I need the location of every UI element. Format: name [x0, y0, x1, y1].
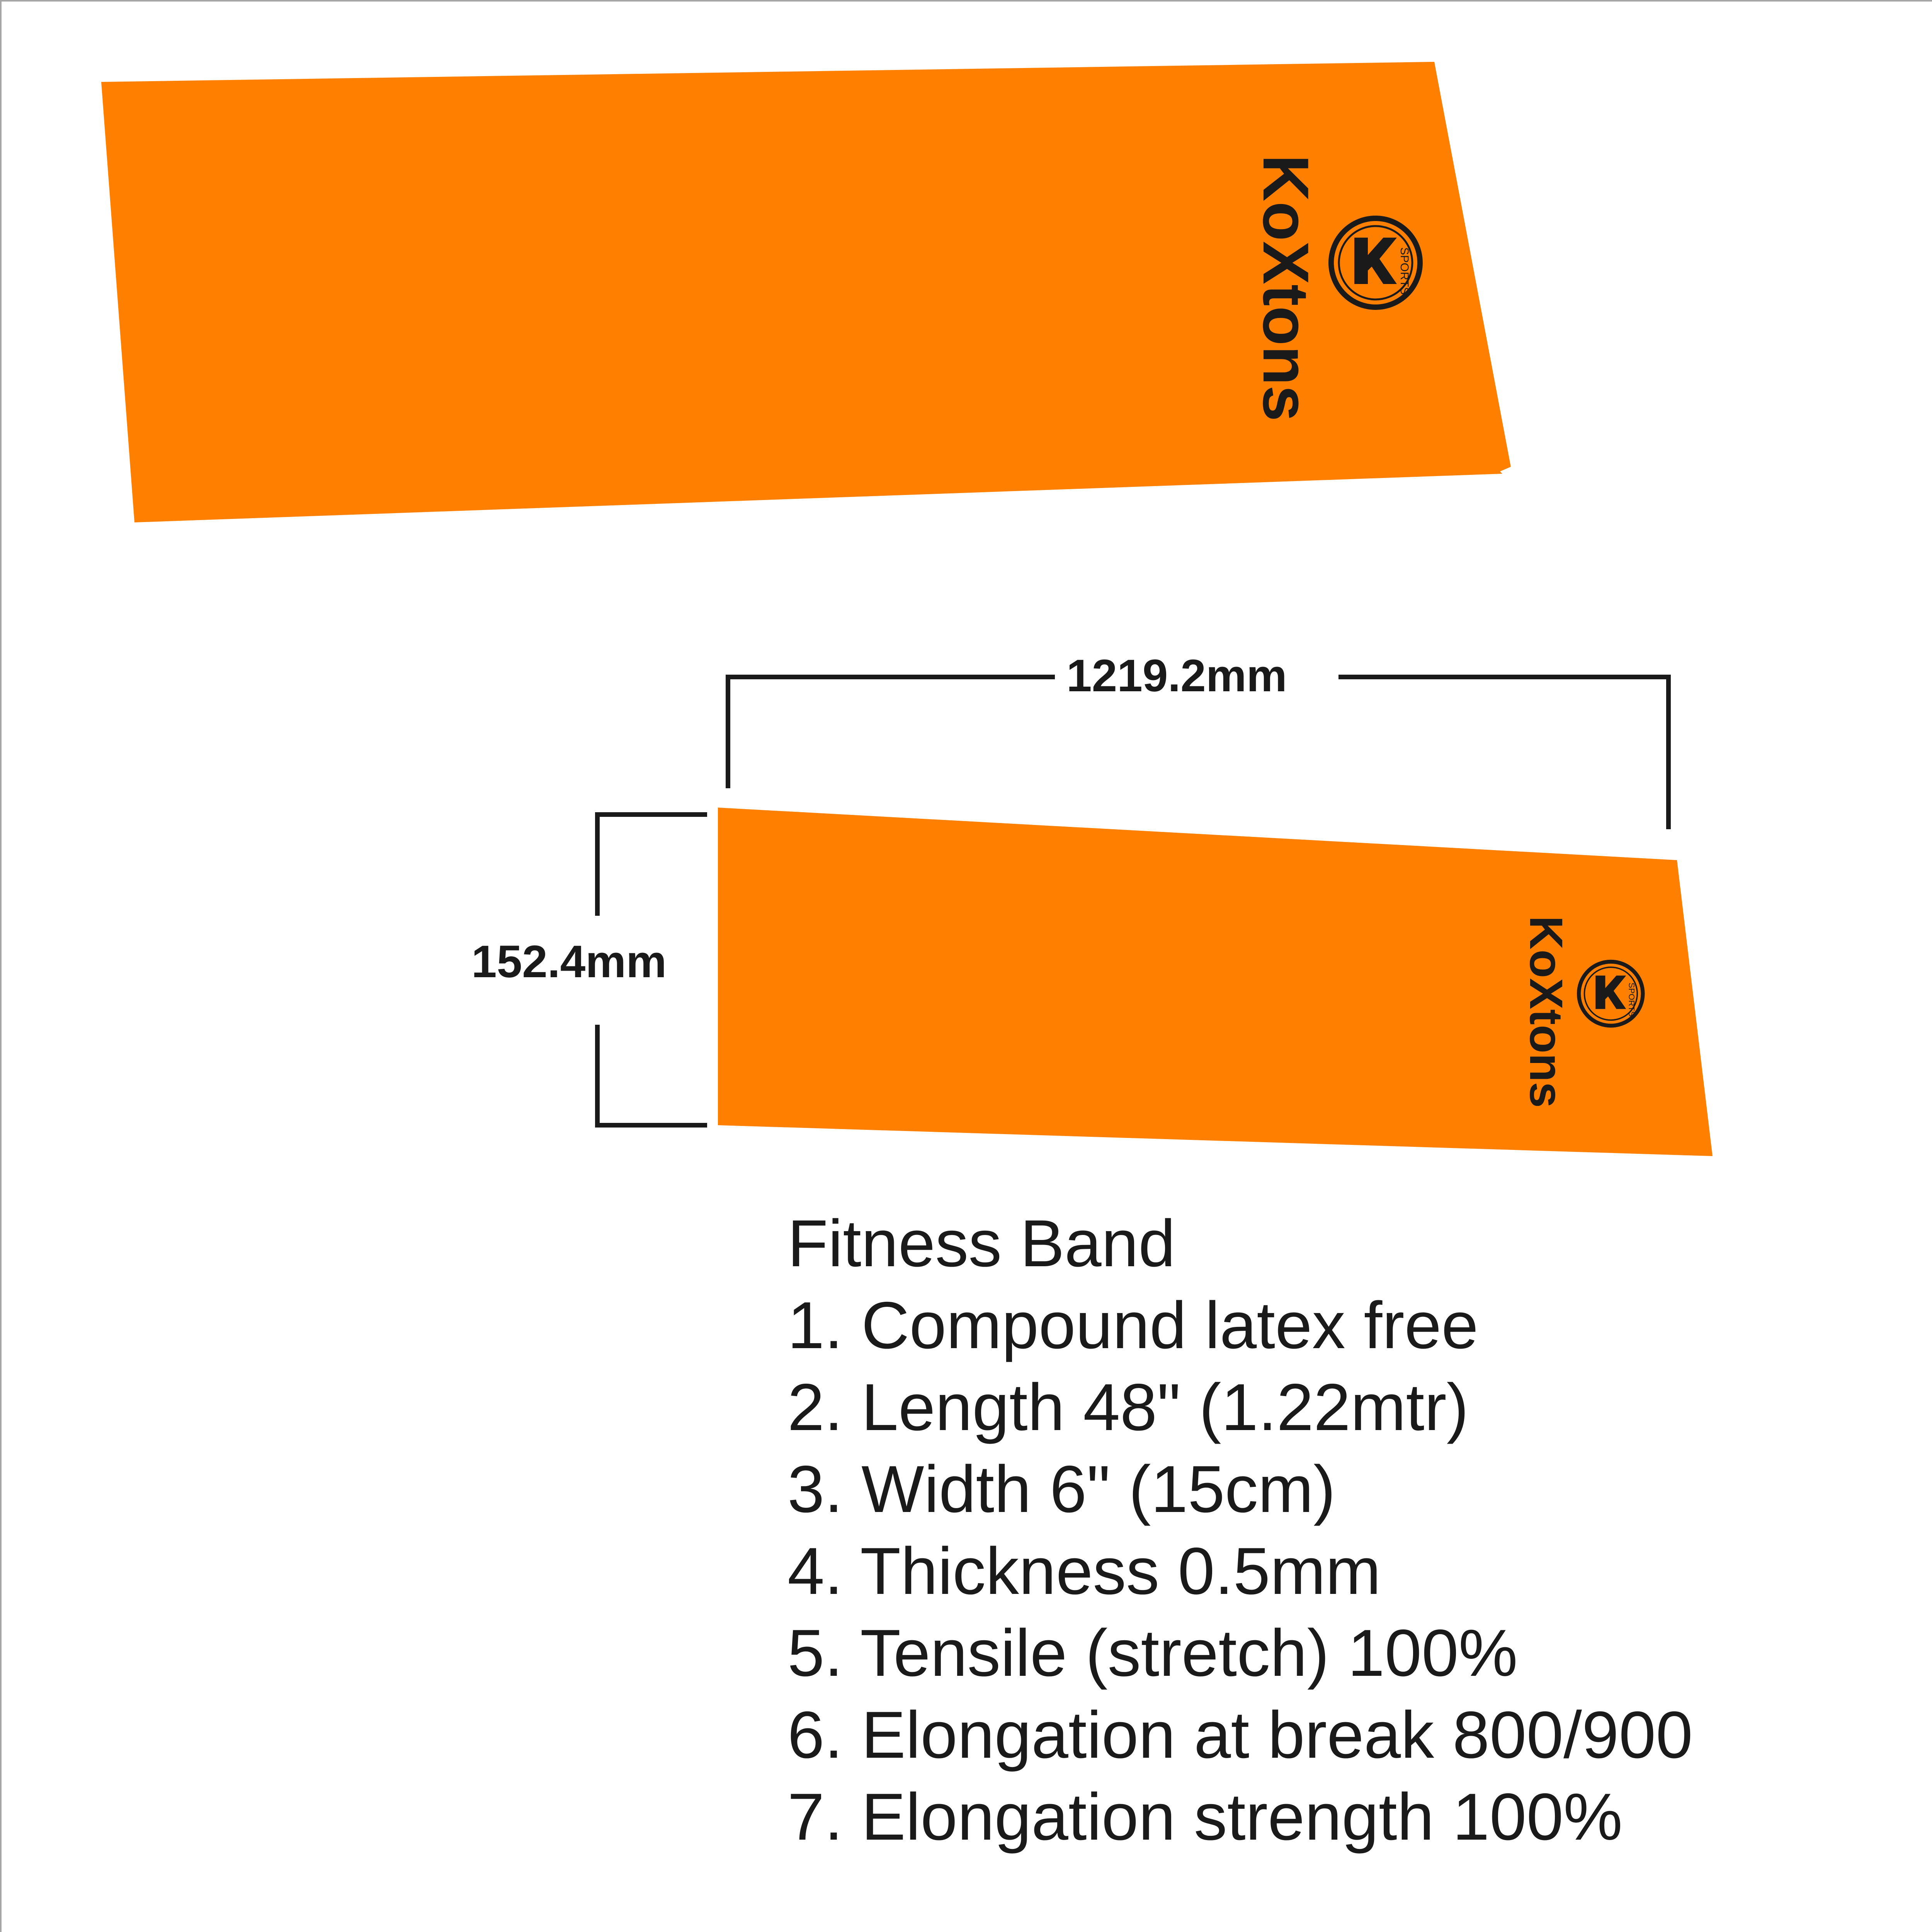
kx-sports-emblem-icon-small: SPORTS [1577, 959, 1645, 1028]
kx-sports-emblem-icon: SPORTS [1328, 216, 1423, 310]
brand-wordmark: KoXtons [1250, 155, 1322, 422]
spec-item: 7. Elongation strength 100% [787, 1780, 1623, 1854]
logo-bottom: KoXtons SPORTS [1520, 916, 1645, 1108]
spec-item: 4. Thickness 0.5mm [787, 1534, 1381, 1608]
spec-item: 3. Width 6" (15cm) [787, 1452, 1336, 1526]
spec-item: 5. Tensile (stretch) 100% [787, 1616, 1518, 1690]
svg-text:SPORTS: SPORTS [1398, 247, 1411, 295]
dimension-width-bracket [595, 812, 707, 1128]
band-top: KoXtons SPORTS [101, 62, 1511, 522]
spec-title: Fitness Band [787, 1206, 1175, 1281]
logo-top: KoXtons SPORTS [1250, 155, 1423, 422]
band-top-shape [101, 62, 1511, 522]
spec-list: Fitness Band 1. Compound latex free 2. L… [787, 1202, 1693, 1858]
brand-wordmark-text: KoXtons [1250, 155, 1322, 422]
dimension-length-bracket [726, 675, 1671, 829]
band-bottom-shape [718, 808, 1713, 1156]
brand-wordmark-text-small: KoXtons [1520, 916, 1572, 1108]
dimension-length-label: 1219.2mm [1066, 650, 1287, 701]
spec-item: 2. Length 48" (1.22mtr) [787, 1370, 1469, 1444]
spec-item: 1. Compound latex free [787, 1288, 1478, 1362]
svg-text:SPORTS: SPORTS [1627, 983, 1637, 1017]
spec-item: 6. Elongation at break 800/900 [787, 1698, 1693, 1772]
dimension-width-label: 152.4mm [471, 936, 667, 987]
band-bottom: KoXtons SPORTS [718, 808, 1713, 1156]
